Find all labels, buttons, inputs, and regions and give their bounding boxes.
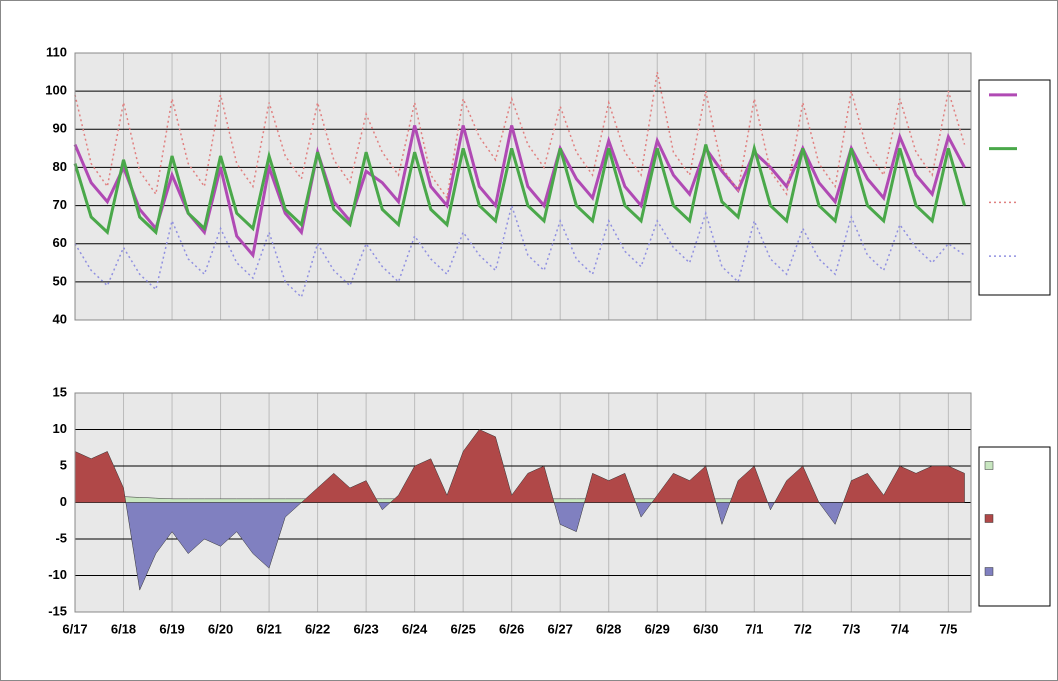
y-tick-label: 90 bbox=[53, 121, 67, 136]
area-series bbox=[74, 429, 965, 591]
legend-box bbox=[978, 446, 1051, 607]
y-tick-label: 100 bbox=[45, 83, 67, 98]
x-tick-label: 6/17 bbox=[62, 621, 87, 636]
y-tick-label: 80 bbox=[53, 159, 67, 174]
y-tick-label: 5 bbox=[60, 457, 67, 472]
x-tick-label: 6/29 bbox=[645, 621, 670, 636]
y-tick-label: -5 bbox=[55, 530, 67, 545]
x-tick-label: 6/24 bbox=[402, 621, 428, 636]
x-tick-label: 6/19 bbox=[159, 621, 184, 636]
line-series bbox=[74, 202, 965, 299]
x-tick-label: 6/21 bbox=[256, 621, 281, 636]
plot-border bbox=[74, 392, 972, 613]
x-tick-label: 6/30 bbox=[693, 621, 718, 636]
y-tick-label: 110 bbox=[46, 44, 67, 59]
x-tick-label: 6/22 bbox=[305, 621, 330, 636]
x-tick-label: 6/25 bbox=[451, 621, 476, 636]
y-tick-label: 15 bbox=[53, 384, 67, 399]
y-tick-label: 0 bbox=[60, 494, 67, 509]
legend-swatch bbox=[984, 514, 994, 523]
plot-border bbox=[74, 52, 972, 321]
x-tick-label: 7/2 bbox=[794, 621, 812, 636]
line-series bbox=[73, 142, 966, 236]
line-series bbox=[73, 125, 966, 259]
y-tick-label: 50 bbox=[53, 273, 67, 288]
x-tick-label: 6/28 bbox=[596, 621, 621, 636]
x-tick-label: 7/5 bbox=[939, 621, 957, 636]
y-tick-label: -10 bbox=[48, 567, 67, 582]
x-tick-label: 7/4 bbox=[891, 621, 910, 636]
y-tick-label: -15 bbox=[48, 603, 67, 618]
x-tick-label: 7/1 bbox=[745, 621, 763, 636]
legend-swatch bbox=[984, 567, 994, 576]
x-tick-label: 6/20 bbox=[208, 621, 233, 636]
legend-box bbox=[978, 79, 1051, 296]
x-tick-label: 7/3 bbox=[842, 621, 860, 636]
x-tick-label: 6/27 bbox=[548, 621, 573, 636]
y-tick-label: 40 bbox=[53, 311, 67, 326]
y-tick-label: 70 bbox=[53, 197, 67, 212]
y-tick-label: 10 bbox=[53, 421, 67, 436]
line-series bbox=[74, 71, 966, 200]
x-tick-label: 6/18 bbox=[111, 621, 136, 636]
y-tick-label: 60 bbox=[53, 235, 67, 250]
x-tick-label: 6/23 bbox=[353, 621, 378, 636]
x-tick-label: 6/26 bbox=[499, 621, 524, 636]
legend-swatch bbox=[984, 461, 994, 470]
